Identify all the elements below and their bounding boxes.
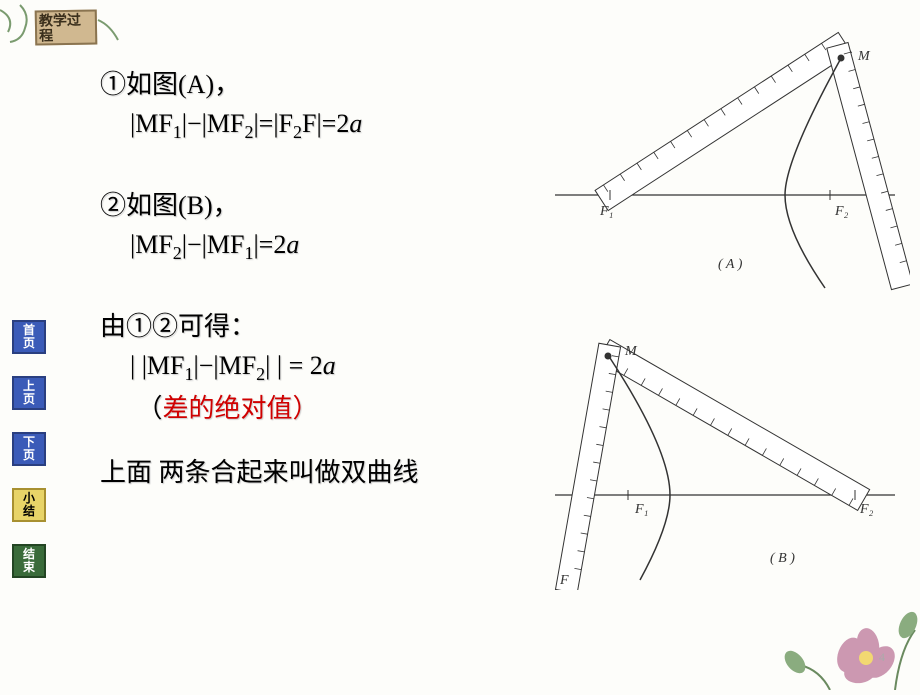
decor-bottom-right	[760, 580, 920, 690]
circled-1: ①	[100, 70, 126, 99]
nav-end[interactable]: 结束	[12, 544, 46, 578]
line-2: |MF1|−|MF2|=|F2F|=2a	[100, 104, 540, 146]
label-F2-a: F₂	[834, 204, 849, 219]
line-7: （差的绝对值）	[100, 389, 540, 428]
circled-2: ②	[100, 191, 126, 220]
label-F1-a: F₁	[599, 204, 613, 219]
text-1: 如图(A)，	[126, 70, 240, 99]
nav-next[interactable]: 下页	[12, 432, 46, 466]
badge: 教学过程	[35, 9, 98, 45]
label-B: ( B )	[770, 551, 795, 566]
side-nav: 首页 上页 下页 小结 结束	[12, 320, 46, 578]
nav-summary[interactable]: 小结	[12, 488, 46, 522]
line-8: 上面 两条合起来叫做双曲线	[100, 453, 540, 492]
label-F-b: F	[559, 573, 569, 588]
content-block: ①如图(A)， |MF1|−|MF2|=|F2F|=2a ②如图(B)， |MF…	[100, 65, 540, 492]
figure-area: M F₁ F₂ ( A )	[540, 20, 910, 590]
nav-home[interactable]: 首页	[12, 320, 46, 354]
label-M-a: M	[857, 49, 871, 64]
slide-number: 4	[879, 650, 885, 665]
label-A: ( A )	[718, 257, 743, 272]
line-6: | |MF1|−|MF2| | = 2a	[100, 346, 540, 388]
label-F1-b: F₁	[634, 502, 648, 517]
line-3: ②如图(B)，	[100, 186, 540, 225]
label-M-b: M	[624, 344, 638, 359]
line-1: ①如图(A)，	[100, 65, 540, 104]
line-4: |MF2|−|MF1|=2a	[100, 225, 540, 267]
red-text: 差的绝对值）	[163, 394, 319, 423]
nav-prev[interactable]: 上页	[12, 376, 46, 410]
line-5: 由①②可得：	[100, 307, 540, 346]
label-F2-b: F₂	[859, 502, 874, 517]
hyperbola-figures: M F₁ F₂ ( A )	[540, 20, 910, 590]
